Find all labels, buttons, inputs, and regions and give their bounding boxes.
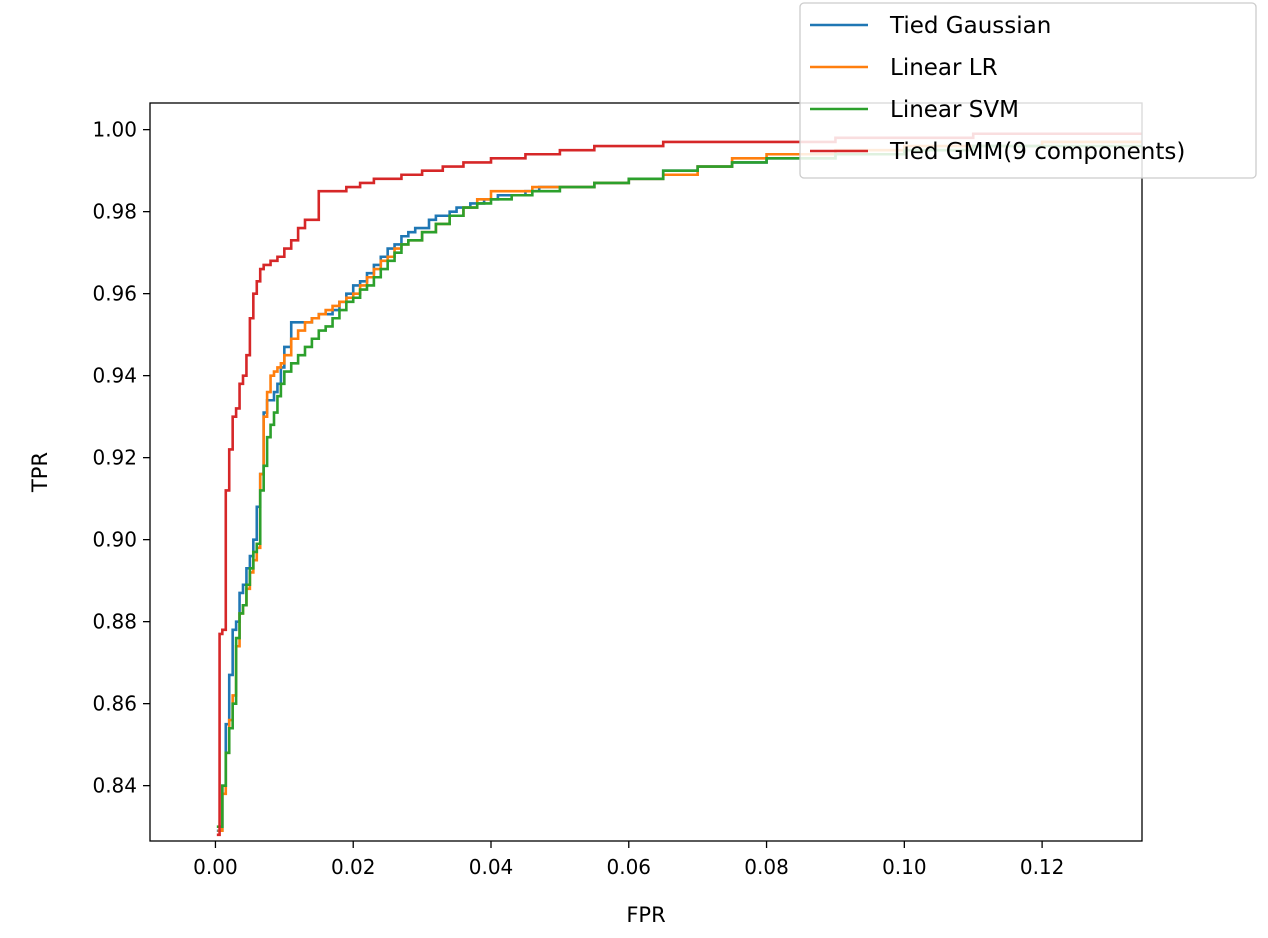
x-axis: 0.00 0.02 0.04 0.06 0.08 0.10 0.12 [193, 841, 1064, 879]
y-axis-label: TPR [28, 452, 52, 493]
y-tick-label: 0.98 [92, 200, 137, 224]
legend: Tied Gaussian Linear LR Linear SVM Tied GMM… [799, 2, 1257, 179]
y-tick-label: 0.90 [92, 528, 137, 552]
x-tick-label: 0.00 [193, 855, 238, 879]
y-axis: 0.84 0.86 0.88 0.90 0.92 0.94 0.96 0.98 1.00 [92, 118, 150, 798]
series-layer [216, 132, 1142, 837]
y-tick-label: 0.96 [92, 282, 137, 306]
y-tick-label: 0.84 [92, 774, 137, 798]
x-tick-label: 0.02 [331, 855, 376, 879]
plot-frame [149, 102, 1143, 842]
legend-label: Linear LR [890, 55, 998, 81]
series-line-4 [216, 132, 1142, 837]
x-tick-label: 0.04 [469, 855, 514, 879]
x-axis-label: FPR [626, 903, 665, 927]
x-tick-label: 0.10 [882, 855, 927, 879]
y-tick-label: 0.86 [92, 692, 137, 716]
legend-label: Tied Gaussian [889, 13, 1051, 39]
legend-label: Tied GMM(9 components) [889, 139, 1185, 165]
x-tick-label: 0.06 [607, 855, 652, 879]
y-tick-label: 1.00 [92, 118, 137, 142]
x-tick-label: 0.08 [744, 855, 789, 879]
x-tick-label: 0.12 [1020, 855, 1065, 879]
y-tick-label: 0.92 [92, 446, 137, 470]
legend-box [799, 2, 1257, 179]
legend-label: Linear SVM [890, 97, 1019, 123]
series-line-3 [216, 144, 1142, 828]
y-tick-label: 0.94 [92, 364, 137, 388]
y-tick-label: 0.88 [92, 610, 137, 634]
